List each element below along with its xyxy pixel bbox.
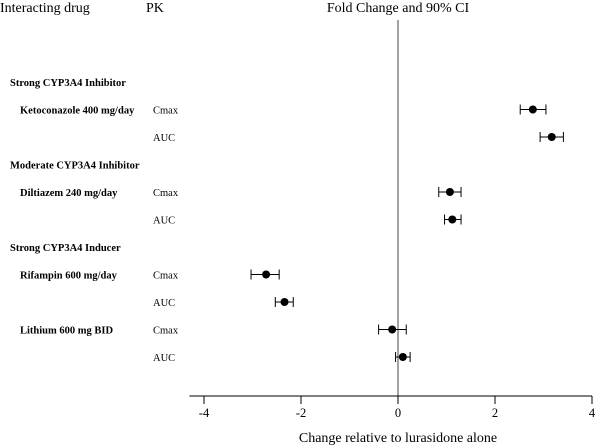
x-tick-label: -2 <box>296 406 306 420</box>
pk-label: Cmax <box>153 271 179 282</box>
point-estimate <box>445 188 454 196</box>
point-estimate <box>547 133 556 141</box>
pk-label: Cmax <box>153 106 179 117</box>
pk-label: AUC <box>153 298 175 309</box>
pk-label: AUC <box>153 216 175 227</box>
drug-label: Ketoconazole 400 mg/day <box>20 106 135 117</box>
x-tick-label: 0 <box>395 406 401 420</box>
header-pk: PK <box>146 1 164 16</box>
pk-label: Cmax <box>153 326 179 337</box>
x-tick-label: -4 <box>199 406 210 420</box>
pk-label: Cmax <box>153 188 179 199</box>
header-interacting-drug: Interacting drug <box>0 1 90 16</box>
x-axis-label: Change relative to lurasidone alone <box>299 431 497 446</box>
x-tick-label: 4 <box>589 406 596 420</box>
group-label: Strong CYP3A4 Inhibitor <box>10 78 126 89</box>
drug-label: Diltiazem 240 mg/day <box>20 188 118 199</box>
pk-label: AUC <box>153 133 175 144</box>
group-label: Strong CYP3A4 Inducer <box>10 243 121 254</box>
x-tick-label: 2 <box>492 406 498 420</box>
point-estimate <box>398 353 407 361</box>
drug-label: Rifampin 600 mg/day <box>20 271 118 282</box>
header-fold-change: Fold Change and 90% CI <box>327 1 470 16</box>
drug-label: Lithium 600 mg BID <box>20 326 113 337</box>
point-estimate <box>448 215 457 224</box>
x-axis: -4 -2 0 2 4 <box>189 395 596 420</box>
point-estimate <box>262 270 271 279</box>
point-estimate <box>388 325 397 334</box>
group-label: Moderate CYP3A4 Inhibitor <box>10 161 140 172</box>
point-estimate <box>528 105 537 114</box>
point-estimate <box>280 298 289 306</box>
pk-label: AUC <box>153 353 175 364</box>
plot-area: Strong CYP3A4 Inhibitor Ketoconazole 400 … <box>10 20 564 396</box>
